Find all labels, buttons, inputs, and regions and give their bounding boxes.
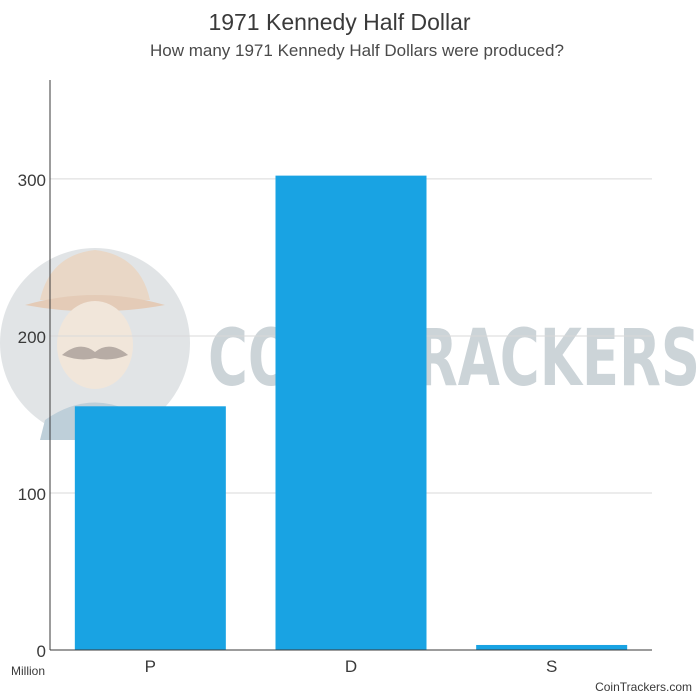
chart-title: 1971 Kennedy Half Dollar (208, 9, 471, 35)
bar-d[interactable] (275, 175, 427, 650)
bar-s[interactable] (476, 644, 628, 650)
y-tick-labels: 0 100 200 300 (18, 171, 46, 661)
y-unit-label: Million (11, 664, 45, 678)
footer-credit: CoinTrackers.com (595, 680, 692, 694)
y-tick-label: 300 (18, 171, 46, 190)
bar-p[interactable] (74, 406, 226, 650)
x-tick-label: P (145, 657, 156, 676)
bars (74, 175, 628, 650)
y-tick-label: 0 (37, 642, 46, 661)
x-tick-label: D (345, 657, 357, 676)
chart-subtitle: How many 1971 Kennedy Half Dollars were … (150, 41, 564, 60)
y-tick-label: 200 (18, 328, 46, 347)
y-tick-label: 100 (18, 485, 46, 504)
x-tick-label: S (546, 657, 557, 676)
axes (49, 80, 652, 651)
